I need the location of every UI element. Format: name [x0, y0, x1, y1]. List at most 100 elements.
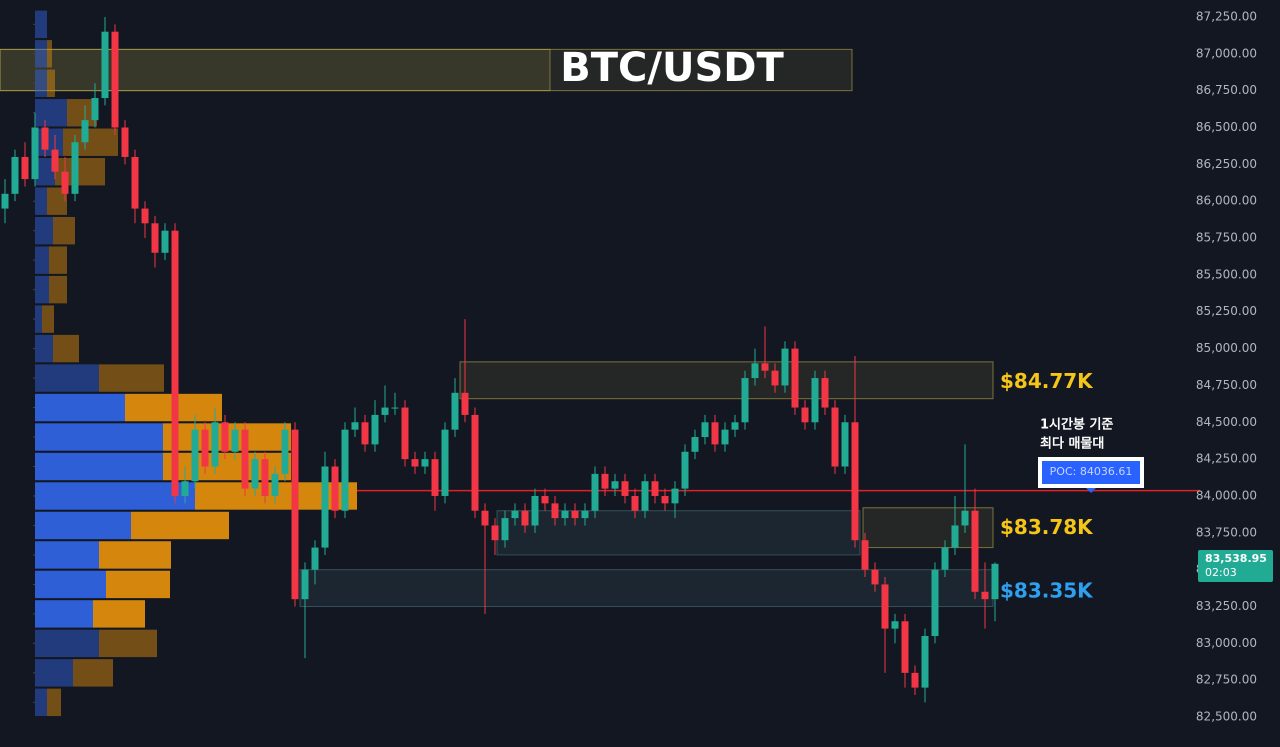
profile-buy	[35, 99, 67, 127]
candle-body	[551, 503, 559, 519]
profile-sell	[42, 305, 54, 333]
profile-buy	[35, 216, 53, 245]
candle-body	[511, 510, 519, 519]
candle-body	[41, 127, 49, 150]
candle-body	[101, 31, 109, 99]
zone-label: $83.35K	[1000, 578, 1094, 602]
poc-pointer	[1086, 488, 1096, 493]
candle-body	[171, 230, 179, 496]
candle-body	[871, 569, 879, 585]
price-axis-bg	[1200, 0, 1280, 747]
candle-body	[651, 481, 659, 496]
candle-body	[931, 569, 939, 637]
poc-note: 최다 매물대	[1040, 436, 1104, 452]
candle-body	[371, 414, 379, 445]
profile-sell	[47, 187, 67, 215]
candle-body	[241, 429, 249, 489]
candle-body	[831, 407, 839, 467]
candle-body	[541, 495, 549, 504]
poc-label: POC: 84036.61	[1050, 465, 1133, 478]
candle-body	[491, 525, 499, 541]
candle-body	[751, 363, 759, 379]
profile-buy	[35, 187, 47, 215]
candle-body	[361, 422, 369, 445]
candle-body	[771, 370, 779, 386]
profile-buy	[35, 629, 99, 658]
candle-body	[251, 459, 259, 489]
candle-body	[201, 429, 209, 467]
profile-buy	[35, 511, 131, 540]
profile-buy	[35, 570, 106, 599]
candle-body	[821, 378, 829, 408]
y-tick-label: 84,750.00	[1196, 378, 1257, 392]
candle-body	[21, 156, 29, 180]
candle-body	[911, 672, 919, 688]
candle-body	[761, 363, 769, 371]
candle-body	[941, 547, 949, 570]
candle-body	[261, 459, 269, 496]
profile-buy	[35, 158, 55, 186]
candle-body	[711, 422, 719, 445]
candle-body	[961, 510, 969, 526]
profile-sell	[53, 334, 79, 363]
profile-sell	[49, 246, 67, 274]
candle-body	[611, 481, 619, 489]
zone-inner	[0, 48, 551, 92]
last-price-countdown: 02:03	[1205, 566, 1237, 579]
profile-buy	[35, 305, 42, 333]
candle-body	[381, 407, 389, 415]
profile-buy	[35, 40, 47, 68]
candle-body	[61, 171, 69, 194]
candle-body	[881, 584, 889, 629]
candle-body	[791, 348, 799, 408]
candle-body	[471, 414, 479, 511]
zone-label: $84.77K	[1000, 369, 1094, 393]
y-tick-label: 85,750.00	[1196, 231, 1257, 245]
candle-body	[1, 193, 9, 209]
candle-body	[641, 481, 649, 511]
profile-sell	[47, 40, 52, 68]
profile-sell	[53, 216, 75, 245]
poc-box	[1042, 461, 1140, 484]
profile-sell	[93, 600, 145, 628]
candle-body	[861, 540, 869, 570]
candle-body	[461, 392, 469, 415]
candle-body	[431, 459, 439, 496]
candle-body	[531, 495, 539, 526]
candle-body	[921, 636, 929, 688]
zone	[459, 361, 994, 400]
profile-buy	[35, 600, 93, 628]
zone-label: $83.78K	[1000, 515, 1094, 539]
candle-body	[441, 429, 449, 496]
profile-buy	[35, 452, 163, 481]
y-tick-label: 87,250.00	[1196, 9, 1257, 23]
candle-body	[681, 451, 689, 489]
candle-body	[81, 120, 89, 143]
profile-sell	[99, 629, 157, 658]
candle-body	[221, 422, 229, 452]
candle-body	[621, 481, 629, 496]
y-tick-label: 87,000.00	[1196, 46, 1257, 60]
candle-body	[731, 422, 739, 430]
candle-body	[451, 392, 459, 430]
candle-body	[281, 429, 289, 474]
candle-body	[341, 429, 349, 511]
candle-body	[841, 422, 849, 467]
y-tick-label: 83,000.00	[1196, 636, 1257, 650]
candle-body	[581, 510, 589, 519]
candle-body	[601, 473, 609, 489]
profile-sell	[131, 511, 229, 540]
profile-sell	[63, 128, 118, 156]
candle-body	[161, 230, 169, 253]
profile-buy	[35, 364, 99, 392]
y-tick-label: 86,000.00	[1196, 194, 1257, 208]
candle-body	[411, 459, 419, 467]
profile-buy	[35, 246, 49, 274]
y-tick-label: 84,500.00	[1196, 415, 1257, 429]
profile-buy	[35, 393, 125, 422]
candle-body	[421, 459, 429, 467]
candle-body	[631, 495, 639, 511]
y-tick-label: 86,250.00	[1196, 157, 1257, 171]
poc-note: 1시간봉 기준	[1040, 417, 1113, 433]
